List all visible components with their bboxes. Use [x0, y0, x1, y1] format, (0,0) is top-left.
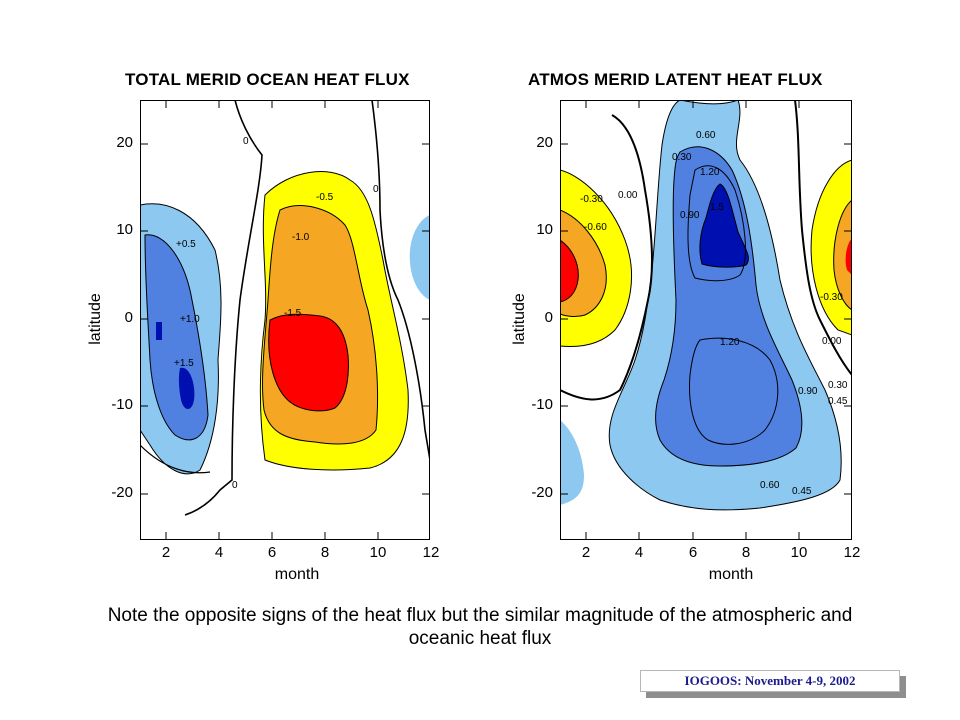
- left-xtick-label: 8: [320, 544, 330, 561]
- left-xtick-label: 6: [267, 544, 277, 561]
- left-chart-svg: 0 0 0 -0.5 -1.0 -1.5 +0.5 +1.0 +1.5: [140, 100, 430, 540]
- right-contour-label: -0.30: [820, 292, 843, 303]
- left-xtick-label: 2: [161, 544, 171, 561]
- left-pos-right-region: [409, 215, 430, 300]
- right-contour-label: 0.00: [618, 190, 638, 201]
- right-chart-plot-area: 0.60 0.30 1.20 0.90 1.5 -0.30 -0.60 0.00…: [560, 100, 852, 540]
- left-ytick-label: 10: [116, 221, 133, 238]
- left-contour-label: 0: [373, 184, 379, 195]
- left-contour-label: -1.5: [284, 308, 302, 319]
- left-x-axis-label: month: [274, 566, 320, 583]
- left-ticks: [140, 100, 430, 540]
- left-pos-strong-region-a: [156, 322, 162, 340]
- right-xtick-label: 4: [634, 544, 644, 561]
- right-neg-mid-region-right: [833, 199, 852, 311]
- right-xtick-label: 2: [581, 544, 591, 561]
- left-contour-label: 0: [243, 136, 249, 147]
- left-zero-contour-a: [184, 100, 263, 516]
- right-pos-mid-region: [655, 146, 803, 467]
- right-xtick-label: 6: [688, 544, 698, 561]
- left-contour-label: +0.5: [176, 239, 196, 250]
- right-contour-label: -0.30: [580, 194, 603, 205]
- right-chart-title: ATMOS MERID LATENT HEAT FLUX: [528, 70, 823, 89]
- right-frame-border: [560, 100, 852, 540]
- right-ytick-label: 10: [536, 221, 553, 238]
- left-zero-contour-b: [371, 100, 430, 461]
- right-contour-label: 0.30: [672, 152, 692, 163]
- right-neg-strong-region-left: [560, 239, 579, 303]
- left-xtick-label: 4: [214, 544, 224, 561]
- right-contour-label: 0.45: [792, 486, 812, 497]
- right-contour-line: [687, 165, 746, 282]
- right-contour-label: 0.00: [822, 336, 842, 347]
- right-xtick-label: 12: [843, 544, 861, 561]
- right-pos-strong-region: [699, 183, 749, 268]
- right-pos-weak-region-bottom-left: [560, 420, 584, 505]
- right-zero-contour-left: [560, 114, 653, 401]
- right-contour-line: [689, 337, 779, 445]
- right-ytick-label: 0: [544, 309, 553, 326]
- left-contour-label: -0.5: [316, 192, 334, 203]
- right-ytick-label: -10: [531, 396, 553, 413]
- left-neg-strong-region: [268, 313, 349, 412]
- left-ytick-label: -10: [111, 396, 133, 413]
- left-contour-label: 0: [232, 480, 238, 491]
- right-ytick-label: -20: [531, 484, 553, 501]
- left-chart-plot-area: 0 0 0 -0.5 -1.0 -1.5 +0.5 +1.0 +1.5: [140, 100, 430, 540]
- right-ytick-label: 20: [536, 134, 553, 151]
- right-xtick-label: 10: [790, 544, 808, 561]
- right-contour-label: 1.20: [700, 167, 720, 178]
- left-xtick-label: 10: [369, 544, 387, 561]
- right-x-axis-label: month: [708, 566, 754, 583]
- left-pos-strong-region-b: [178, 367, 195, 409]
- right-neg-strong-region-right: [845, 238, 852, 275]
- left-contour-label: +1.0: [180, 314, 200, 325]
- right-y-axis-label: latitude: [511, 293, 528, 345]
- left-ytick-label: -20: [111, 484, 133, 501]
- right-ticks: [560, 100, 852, 540]
- right-contour-label: -0.60: [584, 222, 607, 233]
- right-xtick-label: 8: [741, 544, 751, 561]
- left-ytick-label: 20: [116, 134, 133, 151]
- left-chart-title: TOTAL MERID OCEAN HEAT FLUX: [125, 70, 410, 89]
- right-contour-label: 0.60: [696, 130, 716, 141]
- right-contour-label: 0.90: [680, 210, 700, 221]
- footer-text: IOGOOS: November 4-9, 2002: [684, 673, 856, 688]
- right-contour-label: 0.60: [760, 480, 780, 491]
- right-contour-label: 0.45: [828, 396, 848, 407]
- left-ytick-label: 0: [124, 309, 133, 326]
- left-contour-label: +1.5: [174, 358, 194, 369]
- right-contour-label: 0.30: [828, 380, 848, 391]
- left-y-axis-label: latitude: [87, 293, 104, 345]
- left-contour-label: -1.0: [292, 232, 310, 243]
- left-xtick-label: 12: [422, 544, 440, 561]
- left-frame-border: [140, 100, 430, 540]
- right-contour-label: 1.5: [710, 202, 724, 213]
- footer-box: IOGOOS: November 4-9, 2002: [640, 670, 900, 692]
- right-contour-label: 0.90: [798, 386, 818, 397]
- right-zero-contour-right: [794, 100, 852, 376]
- right-chart-svg: 0.60 0.30 1.20 0.90 1.5 -0.30 -0.60 0.00…: [560, 100, 852, 540]
- left-zero-contour-c: [140, 444, 211, 474]
- right-contour-label: 1.20: [720, 337, 740, 348]
- slide-caption: Note the opposite signs of the heat flux…: [107, 605, 853, 649]
